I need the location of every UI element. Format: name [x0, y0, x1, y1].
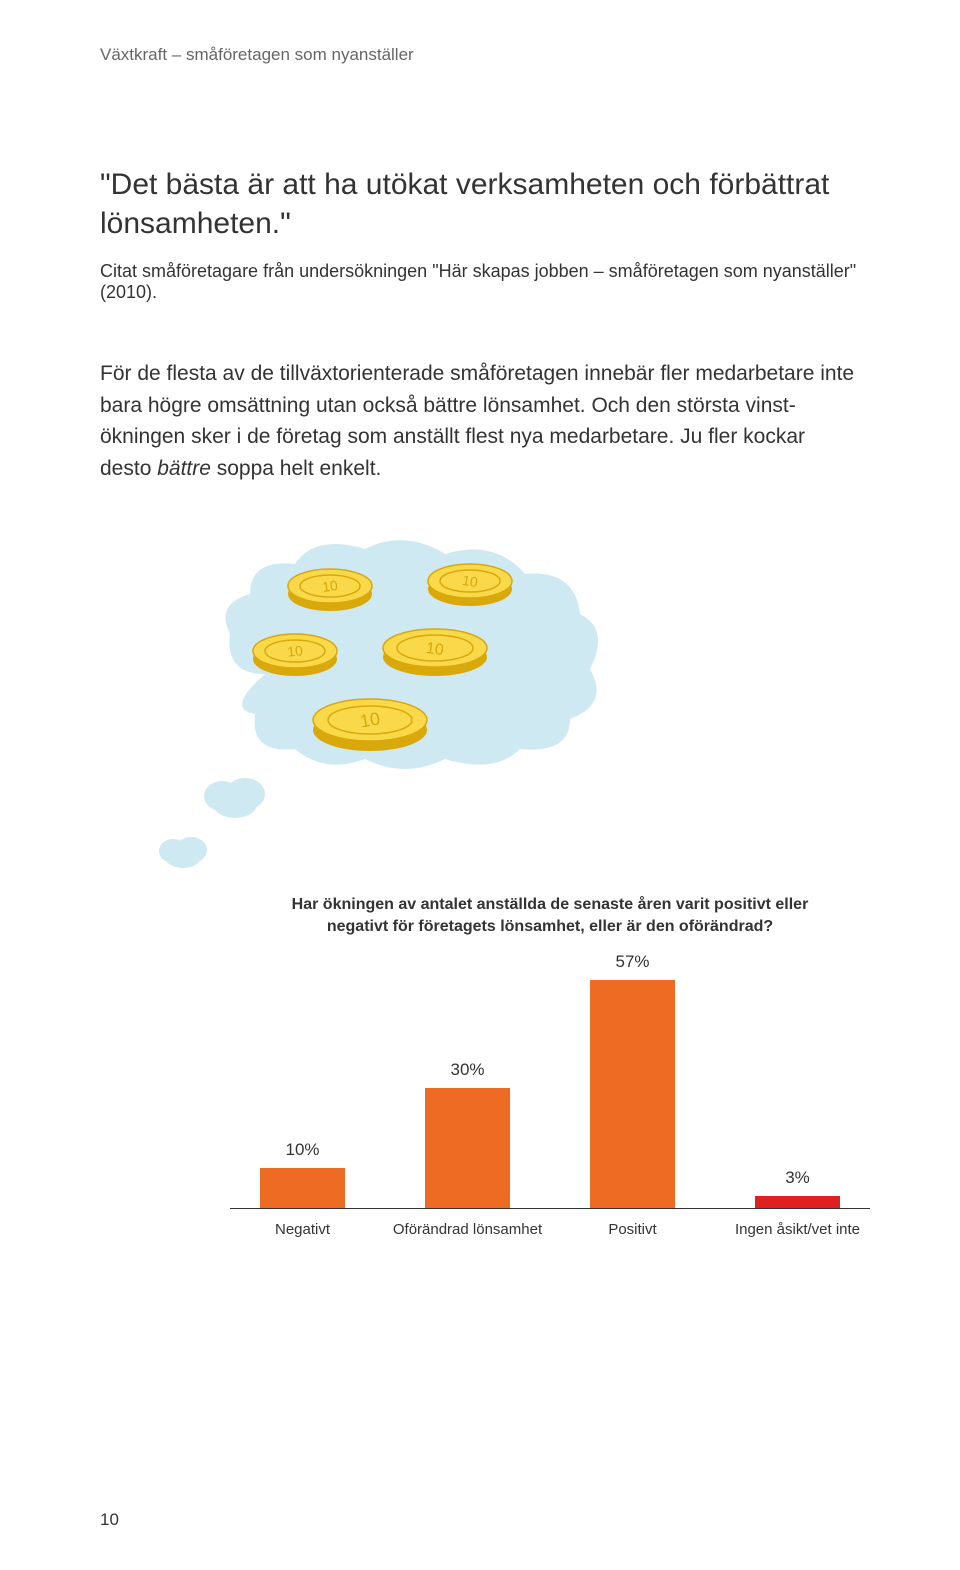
chart-x-label: Positivt [553, 1221, 713, 1238]
chart-title-line2: negativt för företagets lönsamhet, eller… [327, 918, 773, 935]
cloud-smaller-icon [155, 834, 210, 869]
coin-icon: 10 [250, 629, 340, 679]
chart-x-label: Ingen åsikt/vet inte [718, 1221, 878, 1238]
coin-icon: 10 [285, 564, 375, 614]
coin-icon: 10 [425, 559, 515, 609]
chart-title: Har ökningen av antalet anställda de sen… [230, 894, 870, 939]
svg-text:10: 10 [321, 577, 339, 595]
coin-icon: 10 [310, 694, 430, 754]
chart-bar [260, 1168, 345, 1208]
chart-title-line1: Har ökningen av antalet anställda de sen… [292, 896, 809, 913]
svg-text:10: 10 [358, 708, 381, 731]
page-number: 10 [100, 1510, 119, 1530]
chart-bar [425, 1088, 510, 1208]
chart-bar-value: 3% [755, 1168, 840, 1188]
quote-citation: Citat småföretagare från undersökningen … [100, 261, 860, 303]
cloud-small-icon [200, 774, 270, 819]
chart-x-label: Negativt [223, 1221, 383, 1238]
chart-x-label: Oförändrad lönsamhet [388, 1221, 548, 1238]
chart-bar [590, 980, 675, 1208]
body-text-italic: bättre [157, 457, 211, 480]
chart-bar [755, 1196, 840, 1208]
chart-bar-value: 57% [590, 952, 675, 972]
quote-text: "Det bästa är att ha utökat verksamheten… [100, 165, 860, 243]
body-text-part2: soppa helt enkelt. [211, 457, 381, 480]
thought-cloud-illustration: 10 10 10 10 10 [155, 534, 705, 894]
chart-bar-value: 10% [260, 1140, 345, 1160]
body-paragraph: För de flesta av de tillväxtorienterade … [100, 358, 860, 484]
svg-text:10: 10 [286, 642, 303, 660]
chart-x-labels: NegativtOförändrad lönsamhetPositivtInge… [230, 1221, 870, 1251]
svg-text:10: 10 [425, 640, 445, 659]
chart-bar-value: 30% [425, 1060, 510, 1080]
coin-icon: 10 [380, 624, 490, 679]
svg-text:10: 10 [461, 572, 479, 590]
page-header-title: Växtkraft – småföretagen som nyanställer [100, 45, 860, 65]
chart-plot-area: 10%30%57%3% [230, 969, 870, 1209]
bar-chart: Har ökningen av antalet anställda de sen… [230, 894, 870, 1251]
